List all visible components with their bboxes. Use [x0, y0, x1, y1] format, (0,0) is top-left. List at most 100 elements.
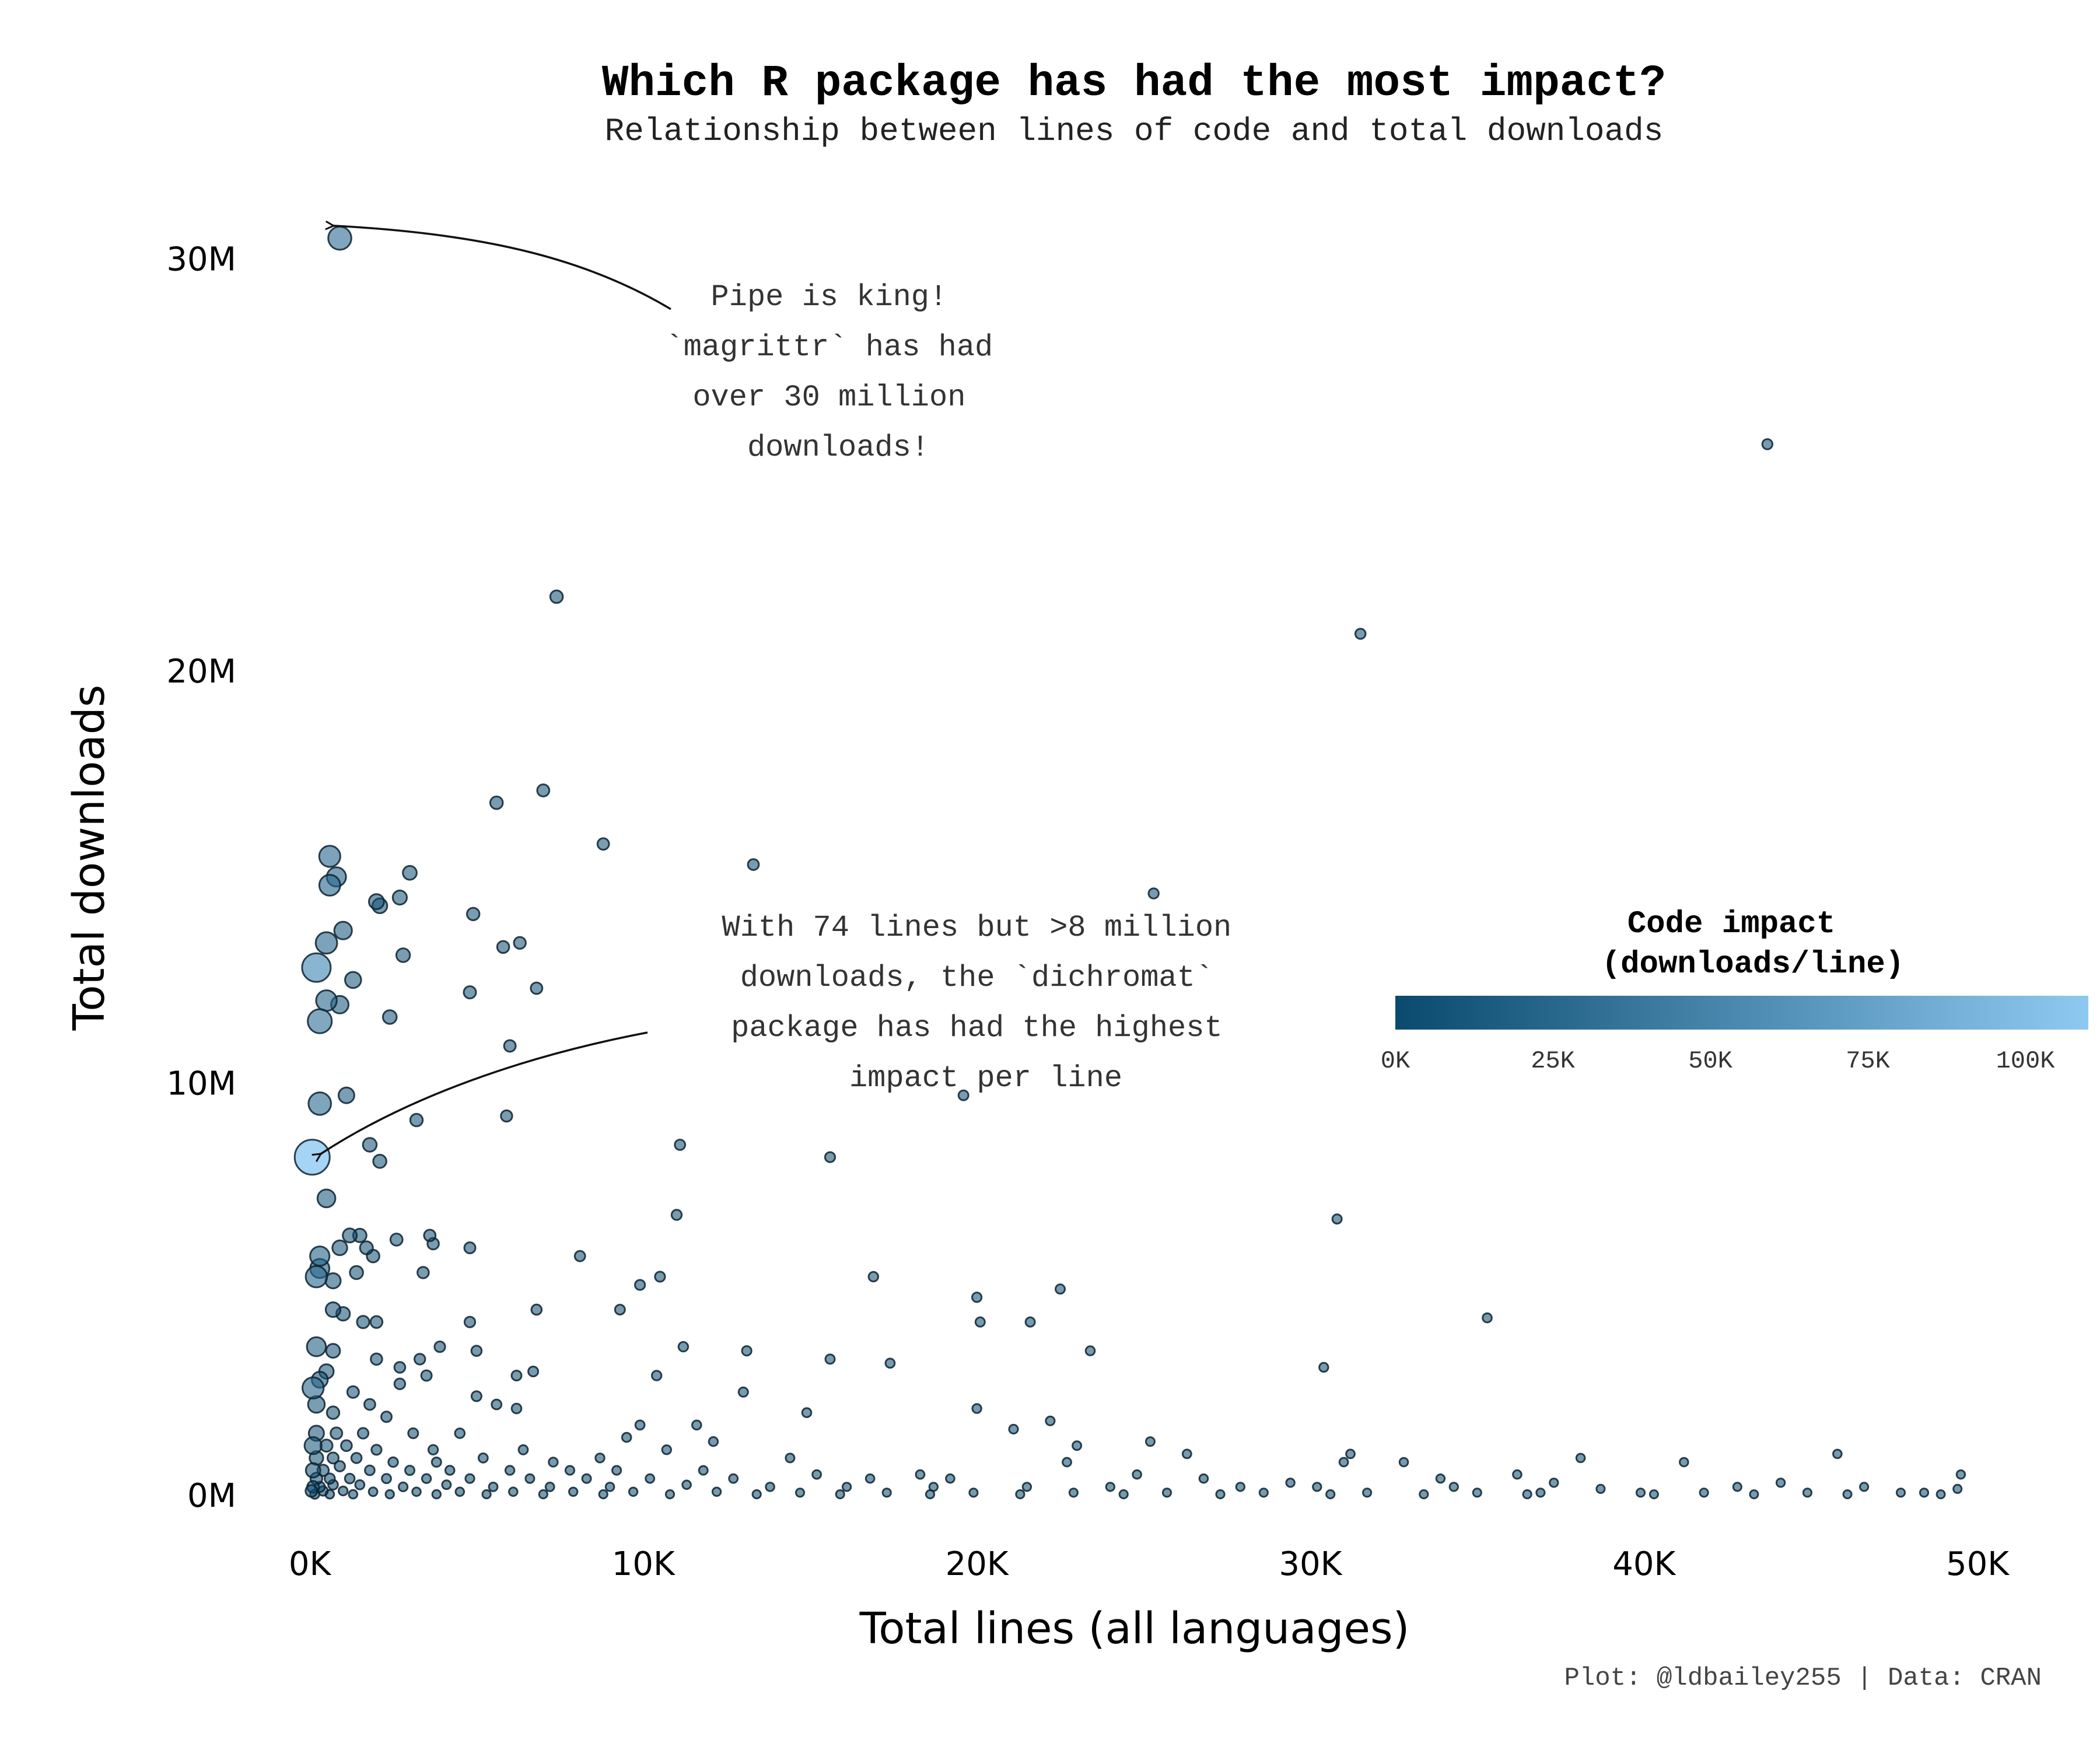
dichromat-annotation-line: package has had the highest	[731, 1011, 1223, 1045]
data-point	[670, 1209, 683, 1221]
data-point	[524, 1473, 536, 1484]
data-point	[621, 1432, 632, 1443]
data-point	[510, 1402, 523, 1415]
data-point	[370, 1444, 383, 1456]
data-point	[654, 1270, 666, 1283]
data-point	[765, 1482, 775, 1492]
data-point	[391, 890, 408, 906]
magrittr-annotation-line: downloads!	[747, 430, 929, 465]
data-point	[1144, 1436, 1156, 1447]
data-point	[1761, 438, 1774, 450]
data-point	[594, 1452, 606, 1464]
data-point	[645, 1473, 656, 1484]
data-point	[463, 1241, 477, 1255]
data-point	[431, 1489, 442, 1500]
data-point	[510, 1370, 523, 1382]
data-point	[304, 1484, 318, 1498]
data-point	[389, 1233, 404, 1247]
data-point	[368, 1486, 379, 1497]
x-tick-label: 40K	[1612, 1545, 1676, 1583]
data-point	[454, 1427, 466, 1439]
data-point	[356, 1315, 370, 1329]
data-point	[369, 1315, 384, 1329]
data-point	[1068, 1488, 1079, 1498]
data-point	[536, 783, 551, 797]
data-point	[489, 795, 504, 810]
data-point	[568, 1486, 579, 1497]
data-point	[611, 1465, 622, 1476]
dichromat-annotation: With 74 lines but >8 million downloads, …	[722, 911, 1250, 1096]
data-point	[340, 1439, 353, 1452]
data-point	[1084, 1345, 1096, 1356]
data-point	[364, 1464, 376, 1476]
data-point	[393, 1377, 407, 1391]
magrittr-annotation-line: `magrittr` has had	[666, 330, 993, 365]
data-point	[1331, 1213, 1343, 1225]
data-point	[1842, 1489, 1853, 1500]
x-tick-label: 0K	[289, 1545, 332, 1583]
y-axis-ticks: 0M 10M 20M 30M	[166, 241, 236, 1515]
data-point	[338, 1485, 349, 1497]
data-point	[481, 1489, 492, 1500]
data-point	[1919, 1488, 1930, 1498]
data-point	[334, 1460, 346, 1472]
data-point	[325, 1343, 341, 1359]
data-point	[1802, 1488, 1812, 1498]
data-point	[573, 1250, 586, 1262]
x-tick-label: 30K	[1279, 1545, 1342, 1583]
data-point	[1482, 1312, 1493, 1324]
data-point	[517, 1444, 529, 1455]
data-point	[884, 1357, 896, 1369]
data-point	[327, 226, 352, 251]
annotations: Pipe is king! `magrittr` has had over 30…	[321, 226, 1250, 1154]
data-point	[301, 952, 332, 983]
data-point	[316, 1188, 337, 1209]
data-point	[309, 1245, 331, 1267]
data-point	[544, 1482, 555, 1492]
data-point	[430, 1457, 442, 1468]
data-point	[331, 1239, 348, 1256]
data-point	[1936, 1489, 1946, 1500]
data-point	[421, 1473, 432, 1484]
data-point	[1749, 1489, 1759, 1500]
data-point	[596, 837, 610, 851]
legend-subtitle: (downloads/line)	[1602, 947, 1904, 982]
data-point	[867, 1270, 880, 1283]
data-point	[864, 1473, 876, 1484]
data-point	[1775, 1478, 1786, 1488]
data-point	[1448, 1482, 1460, 1492]
data-point	[513, 936, 527, 950]
data-point	[1535, 1488, 1546, 1498]
data-point	[314, 931, 338, 955]
data-point	[354, 1479, 366, 1490]
data-point	[1648, 1489, 1659, 1500]
data-point	[1895, 1488, 1906, 1498]
data-point	[423, 1228, 437, 1242]
data-point	[634, 1419, 646, 1431]
data-point	[1362, 1488, 1373, 1498]
data-point	[1147, 887, 1160, 900]
data-point	[333, 921, 353, 940]
data-point	[527, 1366, 540, 1378]
y-tick-label: 0M	[187, 1477, 236, 1515]
data-point	[433, 1340, 446, 1353]
data-point	[1354, 628, 1367, 640]
data-point	[794, 1488, 806, 1498]
data-point	[957, 1089, 970, 1101]
data-point	[549, 589, 564, 604]
x-tick-label: 20K	[946, 1545, 1009, 1583]
data-point	[1398, 1457, 1409, 1468]
data-point	[464, 1473, 475, 1484]
data-point	[971, 1403, 982, 1414]
legend-title: Code impact	[1628, 907, 1835, 942]
data-point	[382, 1009, 398, 1025]
data-point	[411, 1486, 422, 1497]
data-point	[530, 981, 544, 995]
data-point	[1635, 1488, 1646, 1498]
data-point	[737, 1386, 749, 1398]
data-point	[708, 1436, 719, 1447]
data-point	[395, 947, 411, 963]
data-point	[1045, 1415, 1056, 1426]
data-point	[614, 1304, 626, 1316]
data-point	[1472, 1488, 1482, 1498]
